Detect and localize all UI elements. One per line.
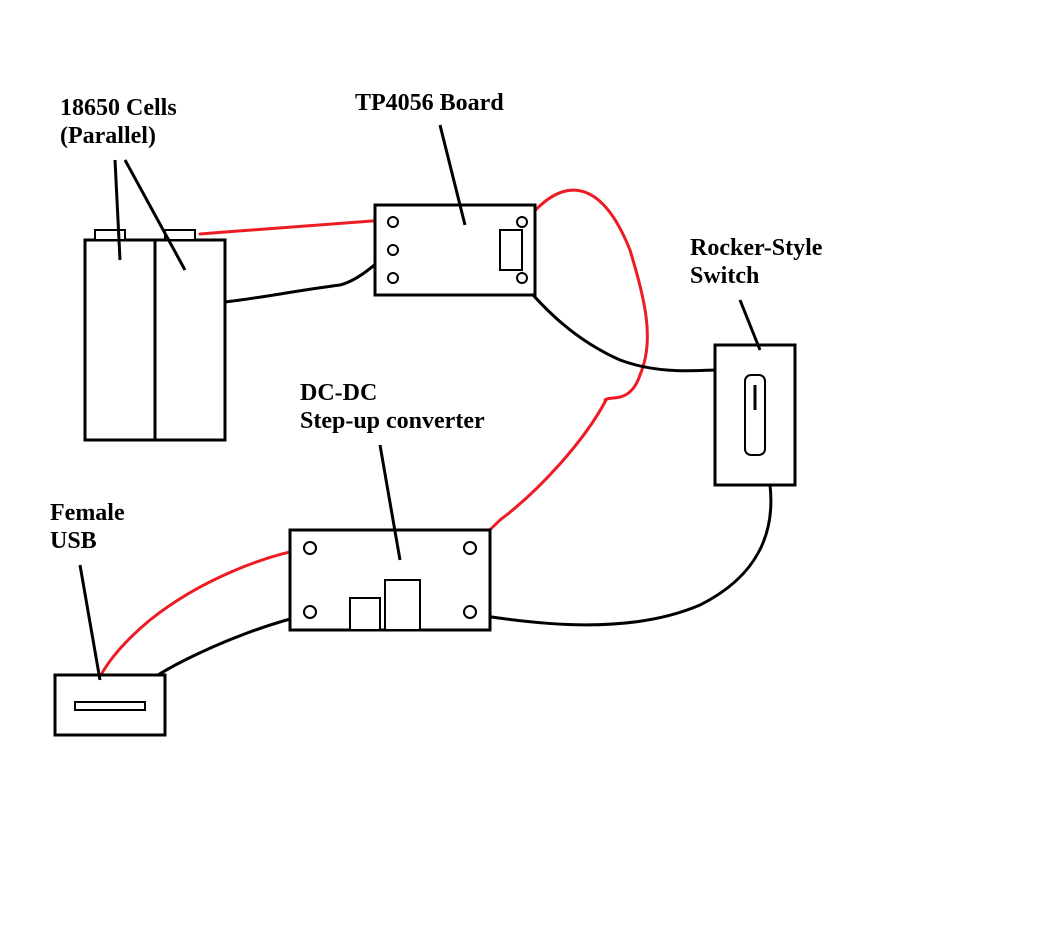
circuit-diagram: 18650 Cells (Parallel) TP4056 Board Rock…: [0, 0, 1057, 939]
dcdc-block-1: [350, 598, 380, 630]
dcdc-pads-pad-3: [464, 606, 476, 618]
label-cells-l2: (Parallel): [60, 123, 156, 149]
wire-switch-red-to-dcdc: [470, 400, 606, 548]
wire-dcdc-to-usb-pos: [95, 548, 310, 690]
cells-nub-1: [95, 230, 125, 240]
tp4056-pads-pad-2: [388, 273, 398, 283]
wire-tp4056-to-switch-pos: [523, 190, 647, 400]
wire-cells-to-tp4056-pos: [200, 220, 385, 234]
tp4056-pads-pad-0: [388, 217, 398, 227]
wire-cells-to-tp4056-neg: [225, 250, 392, 302]
dcdc-block-2: [385, 580, 420, 630]
tp4056-pads-pad-1: [388, 245, 398, 255]
label-rocker-l2: Switch: [690, 263, 759, 289]
tp4056-usb-port: [500, 230, 522, 270]
label-tp4056: TP4056 Board: [355, 90, 504, 116]
tp4056-pads-pad-3: [517, 217, 527, 227]
label-dcdc-l1: DC-DC: [300, 380, 377, 406]
label-rocker-l1: Rocker-Style: [690, 235, 823, 261]
leader-usb: [80, 565, 100, 680]
label-dcdc-l2: Step-up converter: [300, 408, 485, 434]
usb-slot: [75, 702, 145, 710]
wire-tp4056-to-switch-neg: [520, 280, 717, 371]
label-cells-l1: 18650 Cells: [60, 95, 177, 121]
rocker-switch: [715, 345, 795, 485]
dcdc-pads-pad-2: [464, 542, 476, 554]
dcdc-pads-pad-0: [304, 542, 316, 554]
cells-18650: [85, 230, 225, 440]
label-usb-l2: USB: [50, 528, 97, 554]
female-usb: [55, 675, 165, 735]
tp4056-board: [375, 205, 535, 295]
dcdc-converter: [290, 530, 490, 630]
leader-rocker: [740, 300, 760, 350]
tp4056-pads-pad-4: [517, 273, 527, 283]
dcdc-pads-pad-1: [304, 606, 316, 618]
label-usb-l1: Female: [50, 500, 125, 526]
